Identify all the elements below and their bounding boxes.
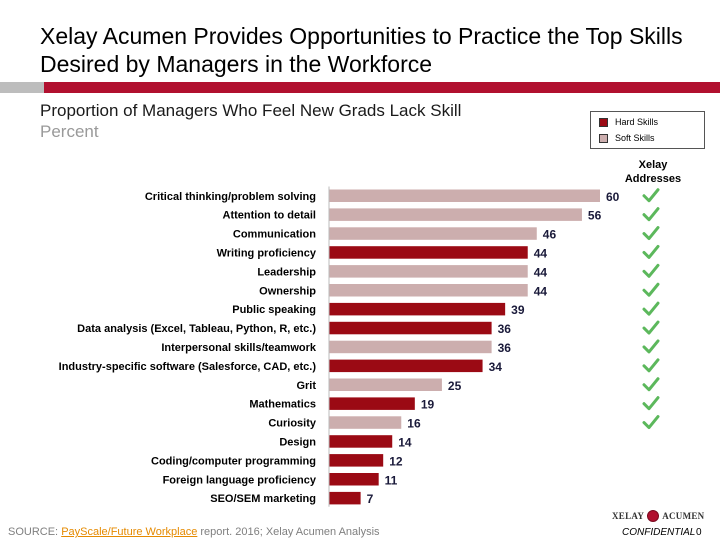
category-label: SEO/SEM marketing: [210, 493, 316, 505]
data-label: 11: [385, 473, 398, 487]
category-label: Ownership: [259, 285, 316, 297]
category-label: Attention to detail: [223, 210, 317, 222]
check-icon: [642, 320, 660, 335]
check-icon: [642, 301, 660, 316]
data-label: 44: [534, 265, 548, 279]
check-icon: [642, 188, 660, 203]
source-note: SOURCE: PayScale/Future Workplace report…: [8, 526, 380, 538]
bar: [329, 397, 415, 410]
logo-seal-icon: [647, 510, 660, 522]
bar: [329, 454, 384, 467]
data-label: 36: [498, 341, 512, 355]
data-label: 7: [367, 492, 374, 506]
company-logo: XELAY ACUMEN: [612, 510, 704, 522]
category-label: Interpersonal skills/teamwork: [161, 342, 317, 354]
category-label: Writing proficiency: [217, 247, 317, 259]
xelay-addresses-header: Xelay Addresses: [624, 159, 682, 185]
chart-legend: Hard Skills Soft Skills: [590, 111, 705, 149]
category-label: Data analysis (Excel, Tableau, Python, R…: [77, 323, 316, 335]
confidential-label: CONFIDENTIAL: [622, 527, 696, 538]
legend-item-soft-skills: Soft Skills: [599, 132, 655, 144]
page-number: 0: [696, 527, 702, 538]
check-icon: [642, 282, 660, 297]
bar: [329, 284, 528, 297]
category-label: Public speaking: [232, 304, 316, 316]
category-label: Foreign language proficiency: [163, 474, 317, 486]
legend-swatch-soft-skills: [599, 133, 608, 143]
bar: [329, 265, 528, 278]
data-label: 12: [389, 454, 403, 468]
data-label: 46: [543, 228, 557, 242]
data-label: 16: [407, 417, 421, 431]
bar: [329, 208, 582, 221]
data-label: 56: [588, 209, 602, 223]
check-icon: [642, 207, 660, 222]
bar: [329, 378, 442, 391]
category-label: Communication: [233, 229, 316, 241]
logo-text-right: ACUMEN: [662, 511, 705, 521]
chart-units: Percent: [40, 122, 99, 141]
bar: [329, 302, 506, 316]
data-label: 36: [498, 322, 512, 336]
source-suffix: report. 2016; Xelay Acumen Analysis: [197, 526, 380, 538]
category-label: Grit: [296, 380, 316, 392]
legend-label: Hard Skills: [615, 117, 659, 127]
check-icon: [642, 244, 660, 259]
check-icon: [642, 358, 660, 373]
bar: [329, 227, 537, 240]
check-icon: [642, 377, 660, 392]
data-label: 19: [421, 398, 435, 412]
bar: [329, 340, 492, 354]
bar: [329, 321, 492, 335]
bar: [329, 359, 483, 373]
bar: [329, 491, 361, 505]
category-label: Curiosity: [268, 418, 317, 430]
slide-title: Xelay Acumen Provides Opportunities to P…: [40, 23, 683, 77]
check-icon: [642, 415, 660, 430]
legend-label: Soft Skills: [615, 133, 655, 143]
category-label: Critical thinking/problem solving: [145, 191, 316, 203]
check-icon: [642, 396, 660, 411]
data-label: 60: [606, 190, 620, 204]
bar: [329, 189, 600, 202]
bar: [329, 435, 393, 448]
source-prefix: SOURCE:: [8, 526, 62, 538]
check-icon: [642, 263, 660, 278]
data-label: 14: [398, 435, 412, 449]
title-divider: [0, 82, 720, 93]
source-link[interactable]: PayScale/Future Workplace: [61, 526, 198, 538]
bar: [329, 473, 379, 486]
category-label: Mathematics: [249, 399, 316, 411]
check-icon: [642, 226, 660, 241]
bar: [329, 416, 402, 429]
legend-item-hard-skills: Hard Skills: [599, 116, 658, 128]
chart-subtitle: Proportion of Managers Who Feel New Grad…: [40, 101, 462, 120]
data-label: 44: [534, 246, 548, 260]
category-label: Design: [279, 436, 316, 448]
category-label: Industry-specific software (Salesforce, …: [59, 361, 317, 373]
data-label: 25: [448, 379, 462, 393]
category-label: Coding/computer programming: [151, 455, 316, 467]
title-divider-accent: [0, 82, 44, 93]
data-label: 34: [489, 360, 503, 374]
bar: [329, 246, 528, 259]
logo-text-left: XELAY: [612, 511, 645, 521]
data-label: 44: [534, 284, 548, 298]
check-icon: [642, 339, 660, 354]
category-label: Leadership: [257, 266, 316, 278]
legend-swatch-hard-skills: [599, 117, 608, 127]
data-label: 39: [511, 303, 525, 317]
